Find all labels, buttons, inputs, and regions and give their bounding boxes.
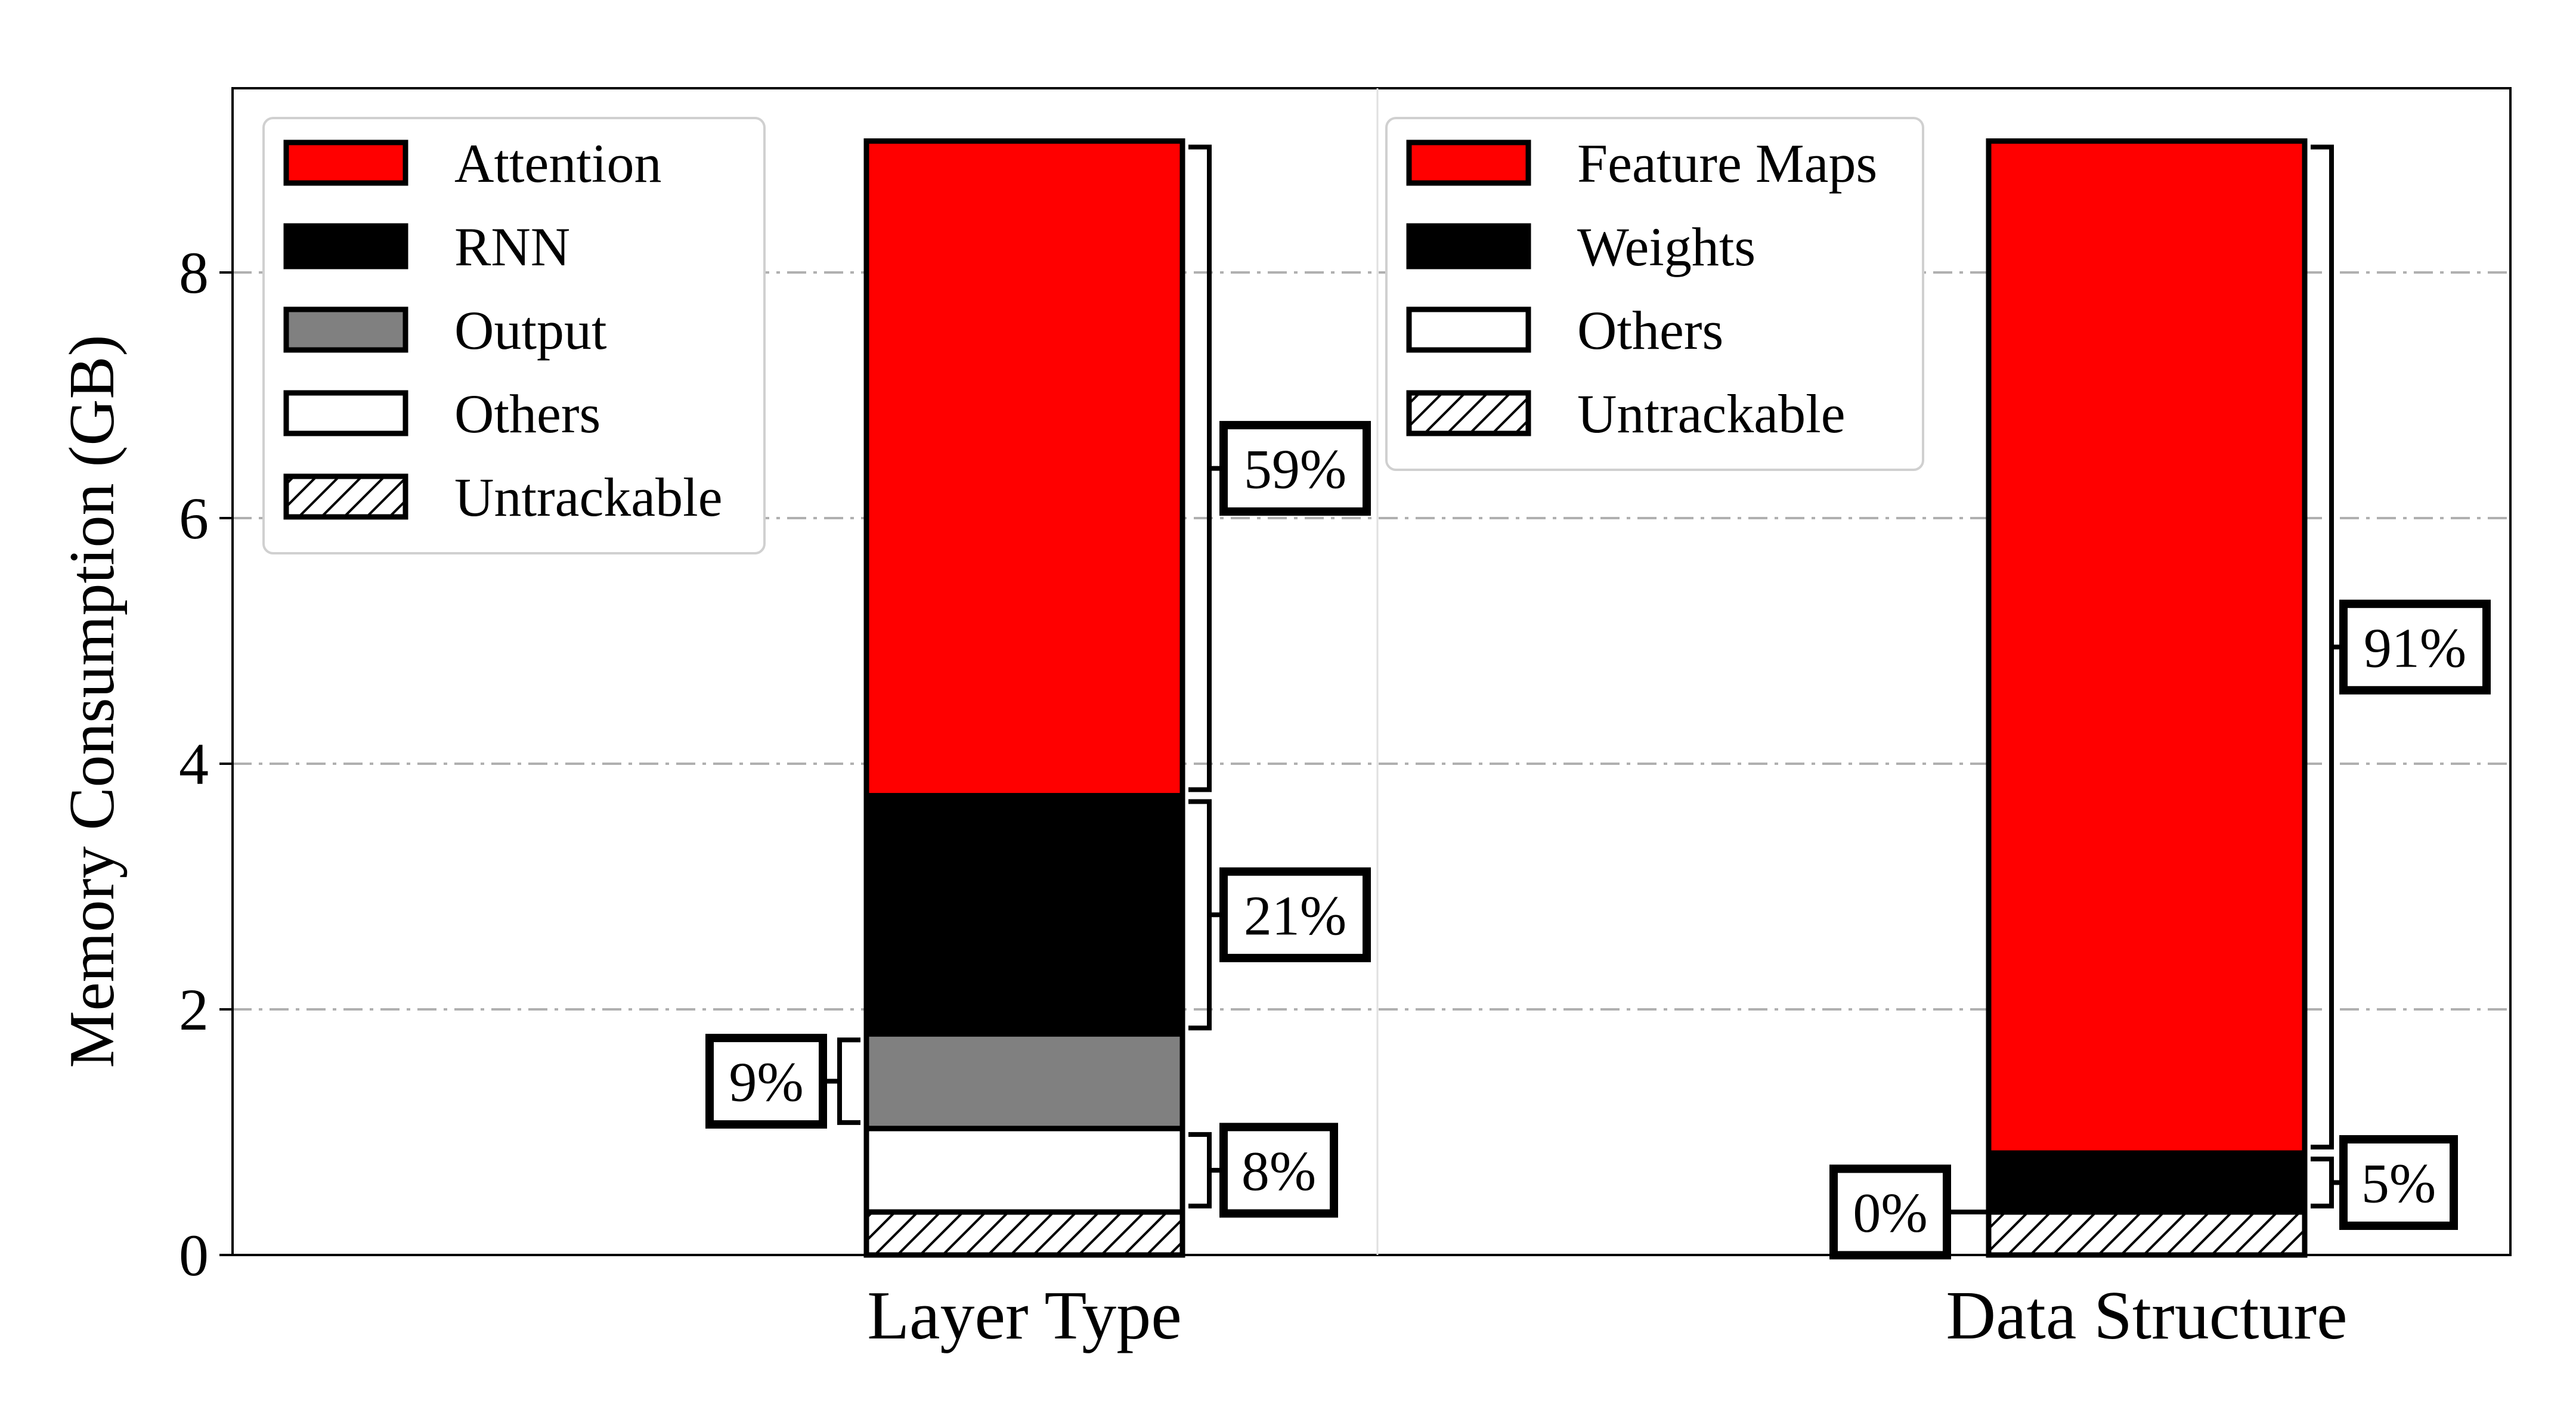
bar-segment-attention <box>863 138 1185 799</box>
annotation-21pct: 21% <box>1188 799 1371 1031</box>
stacked-bar-1 <box>1986 138 2308 1258</box>
y-tick-label-8: 8 <box>179 240 209 306</box>
annotation-box <box>2339 1135 2458 1230</box>
axes: 0 2 4 6 8 <box>179 87 2512 1288</box>
legend-label-weights: Weights <box>1577 216 1755 277</box>
annotation-label: 59% <box>1244 439 1346 501</box>
legends: AttentionRNNOutputOthersUntrackableFeatu… <box>262 117 1924 554</box>
legend-swatch-others <box>283 390 408 436</box>
annotation-box <box>705 1034 827 1129</box>
legend-label-untrackable: Untrackable <box>1577 383 1846 444</box>
y-axis-title: Memory Consumption (GB) <box>57 335 128 1068</box>
bars <box>863 138 2308 1258</box>
annotation-8pct: 8% <box>1188 1123 1338 1218</box>
category-label-layer-type: Layer Type <box>867 1278 1182 1354</box>
bar-segment-others <box>863 1126 1185 1215</box>
legend-label-rnn: RNN <box>454 216 570 277</box>
annotation-box <box>1829 1164 1951 1260</box>
bar-segment-untrackable <box>863 1209 1185 1258</box>
legend-swatch-others <box>1406 306 1531 353</box>
legend-frame <box>1385 117 1924 471</box>
bracket <box>1188 1132 1212 1208</box>
annotation-label: 9% <box>729 1052 803 1114</box>
annotation-label: 8% <box>1241 1141 1316 1203</box>
y-tick-label-0: 0 <box>179 1222 209 1288</box>
legend-label-output: Output <box>454 300 607 361</box>
annotation-5pct: 5% <box>2311 1135 2458 1230</box>
plot-frame <box>231 87 2512 1256</box>
annotation-label: 21% <box>1244 885 1346 947</box>
annotations: 59% 21% 9% 8% 91% 5% 0% <box>705 144 2491 1260</box>
annotation-59pct: 59% <box>1188 144 1371 792</box>
y-tick-label-2: 2 <box>179 977 209 1043</box>
legend-label-untrackable: Untrackable <box>454 467 723 528</box>
bracket <box>2311 144 2334 1150</box>
legend-swatch-rnn <box>283 223 408 269</box>
bracket <box>1188 799 1212 1031</box>
bar-segment-rnn <box>863 793 1185 1037</box>
bar-segment-output <box>863 1031 1185 1132</box>
legend-label-attention: Attention <box>454 133 662 194</box>
annotation-91pct: 91% <box>2311 144 2491 1150</box>
bar-segment-untrackable <box>1986 1209 2308 1258</box>
annotation-9pct: 9% <box>705 1034 860 1129</box>
legend-swatch-untrackable <box>1406 390 1531 436</box>
annotation-box <box>1219 1123 1338 1218</box>
legend-label-feature-maps: Feature Maps <box>1577 133 1877 194</box>
annotation-box <box>1219 867 1371 962</box>
legend-0: Attention RNN Output Others Untrackable <box>262 117 766 554</box>
stacked-bar-0 <box>863 138 1185 1258</box>
annotation-label: 91% <box>2364 617 2466 679</box>
legend-swatch-untrackable <box>283 473 408 520</box>
legend-label-others: Others <box>1577 300 1723 361</box>
annotation-label: 5% <box>2361 1152 2436 1214</box>
annotation-0pct: 0% <box>1829 1164 1989 1260</box>
category-label-data-structure: Data Structure <box>1946 1278 2347 1354</box>
y-tick-label-6: 6 <box>179 485 209 551</box>
annotation-label: 0% <box>1853 1182 1927 1244</box>
bar-segment-feature-maps <box>1986 138 2308 1156</box>
bracket <box>2311 1157 2334 1208</box>
legend-swatch-attention <box>283 140 408 186</box>
bracket <box>1188 144 1212 792</box>
legend-swatch-weights <box>1406 223 1531 269</box>
annotation-box <box>1219 421 1371 516</box>
bracket <box>837 1037 860 1125</box>
legend-swatch-feature-maps <box>1406 140 1531 186</box>
legend-swatch-output <box>283 306 408 353</box>
legend-1: Feature Maps Weights Others Untrackable <box>1385 117 1924 471</box>
bar-segment-weights <box>1986 1150 2308 1215</box>
y-tick-label-4: 4 <box>179 731 209 797</box>
legend-label-others: Others <box>454 383 600 444</box>
annotation-box <box>2339 599 2491 695</box>
